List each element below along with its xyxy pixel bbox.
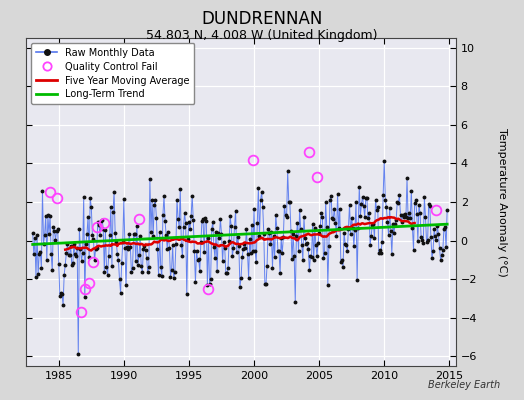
Text: Berkeley Earth: Berkeley Earth: [428, 380, 500, 390]
Text: DUNDRENNAN: DUNDRENNAN: [201, 10, 323, 28]
Legend: Raw Monthly Data, Quality Control Fail, Five Year Moving Average, Long-Term Tren: Raw Monthly Data, Quality Control Fail, …: [31, 43, 194, 104]
Text: 54.803 N, 4.008 W (United Kingdom): 54.803 N, 4.008 W (United Kingdom): [146, 29, 378, 42]
Y-axis label: Temperature Anomaly (°C): Temperature Anomaly (°C): [497, 128, 507, 276]
